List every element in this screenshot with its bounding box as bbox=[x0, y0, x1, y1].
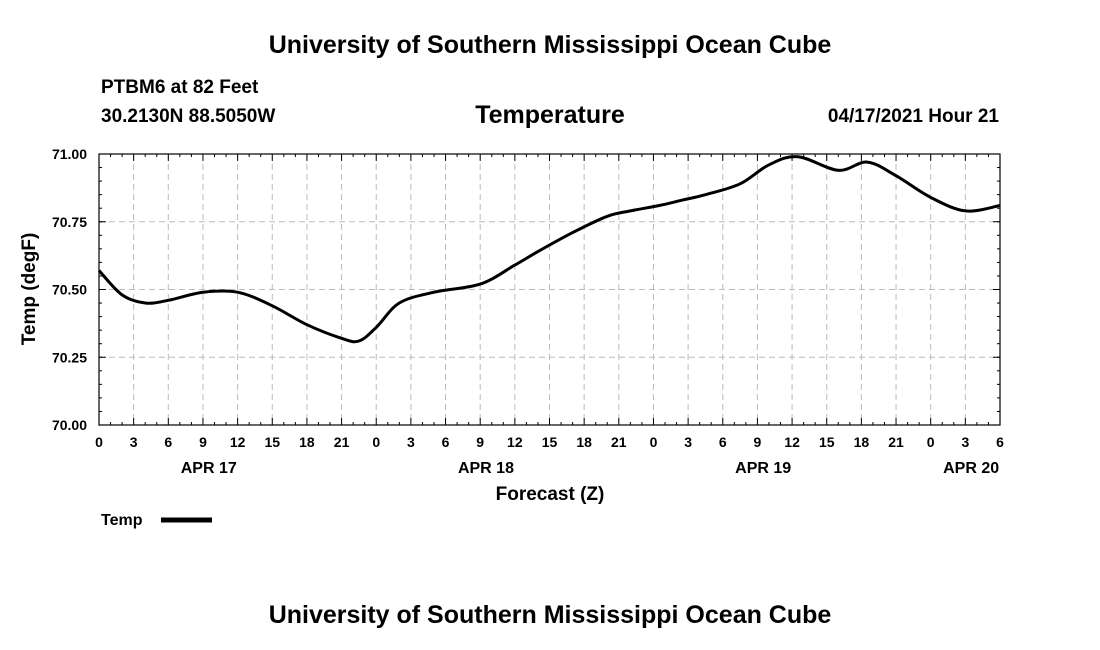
y-tick-label: 70.75 bbox=[52, 214, 87, 230]
x-tick-label: 9 bbox=[199, 434, 207, 450]
x-tick-label: 21 bbox=[611, 434, 627, 450]
coordinates-label: 30.2130N 88.5050W bbox=[101, 106, 276, 127]
plot-frame bbox=[98, 153, 1001, 426]
y-tick-label: 70.25 bbox=[52, 349, 87, 365]
x-tick-label: 0 bbox=[95, 434, 103, 450]
x-tick-label: 15 bbox=[542, 434, 558, 450]
x-tick-label: 3 bbox=[684, 434, 692, 450]
chart-title: University of Southern Mississippi Ocean… bbox=[268, 31, 832, 59]
datetime-label: 04/17/2021 Hour 21 bbox=[827, 106, 999, 127]
station-label: PTBM6 at 82 Feet bbox=[101, 77, 259, 98]
temp-series-line bbox=[97, 155, 1001, 344]
x-tick-label: 6 bbox=[996, 434, 1004, 450]
y-tick-label: 70.50 bbox=[52, 282, 87, 298]
x-tick-label: 12 bbox=[507, 434, 523, 450]
x-tick-label: 0 bbox=[927, 434, 935, 450]
grid-lines bbox=[99, 154, 1000, 425]
y-tick-label: 71.00 bbox=[52, 146, 87, 162]
x-tick-label: 0 bbox=[650, 434, 658, 450]
x-tick-label: 18 bbox=[299, 434, 315, 450]
x-axis-title: Forecast (Z) bbox=[496, 484, 605, 505]
x-tick-label: 6 bbox=[164, 434, 172, 450]
date-label: APR 19 bbox=[735, 460, 791, 477]
x-tick-label: 9 bbox=[754, 434, 762, 450]
x-tick-label: 21 bbox=[888, 434, 904, 450]
variable-label: Temperature bbox=[475, 101, 625, 129]
axis-labels: 0 3 6 9 12 15 18 21 0 3 6 9 12 15 18 21 0 3 6 9 12 15 18 21 0 3 6 7… bbox=[52, 146, 1004, 477]
y-tick-label: 70.00 bbox=[52, 417, 87, 433]
date-label: APR 20 bbox=[943, 460, 999, 477]
date-label: APR 17 bbox=[181, 460, 237, 477]
x-tick-label: 6 bbox=[719, 434, 727, 450]
x-tick-label: 3 bbox=[130, 434, 138, 450]
x-tick-label: 15 bbox=[264, 434, 280, 450]
x-tick-label: 18 bbox=[576, 434, 592, 450]
x-tick-label: 3 bbox=[407, 434, 415, 450]
date-label: APR 18 bbox=[458, 460, 514, 477]
y-axis-title: Temp (degF) bbox=[19, 233, 40, 346]
x-tick-label: 15 bbox=[819, 434, 835, 450]
x-tick-label: 6 bbox=[442, 434, 450, 450]
x-tick-label: 18 bbox=[854, 434, 870, 450]
x-tick-label: 9 bbox=[476, 434, 484, 450]
x-tick-label: 21 bbox=[334, 434, 350, 450]
footer-title: University of Southern Mississippi Ocean… bbox=[268, 601, 832, 629]
x-tick-label: 3 bbox=[961, 434, 969, 450]
x-tick-label: 0 bbox=[372, 434, 380, 450]
legend-label: Temp bbox=[101, 512, 143, 529]
x-tick-label: 12 bbox=[784, 434, 800, 450]
x-tick-label: 12 bbox=[230, 434, 246, 450]
